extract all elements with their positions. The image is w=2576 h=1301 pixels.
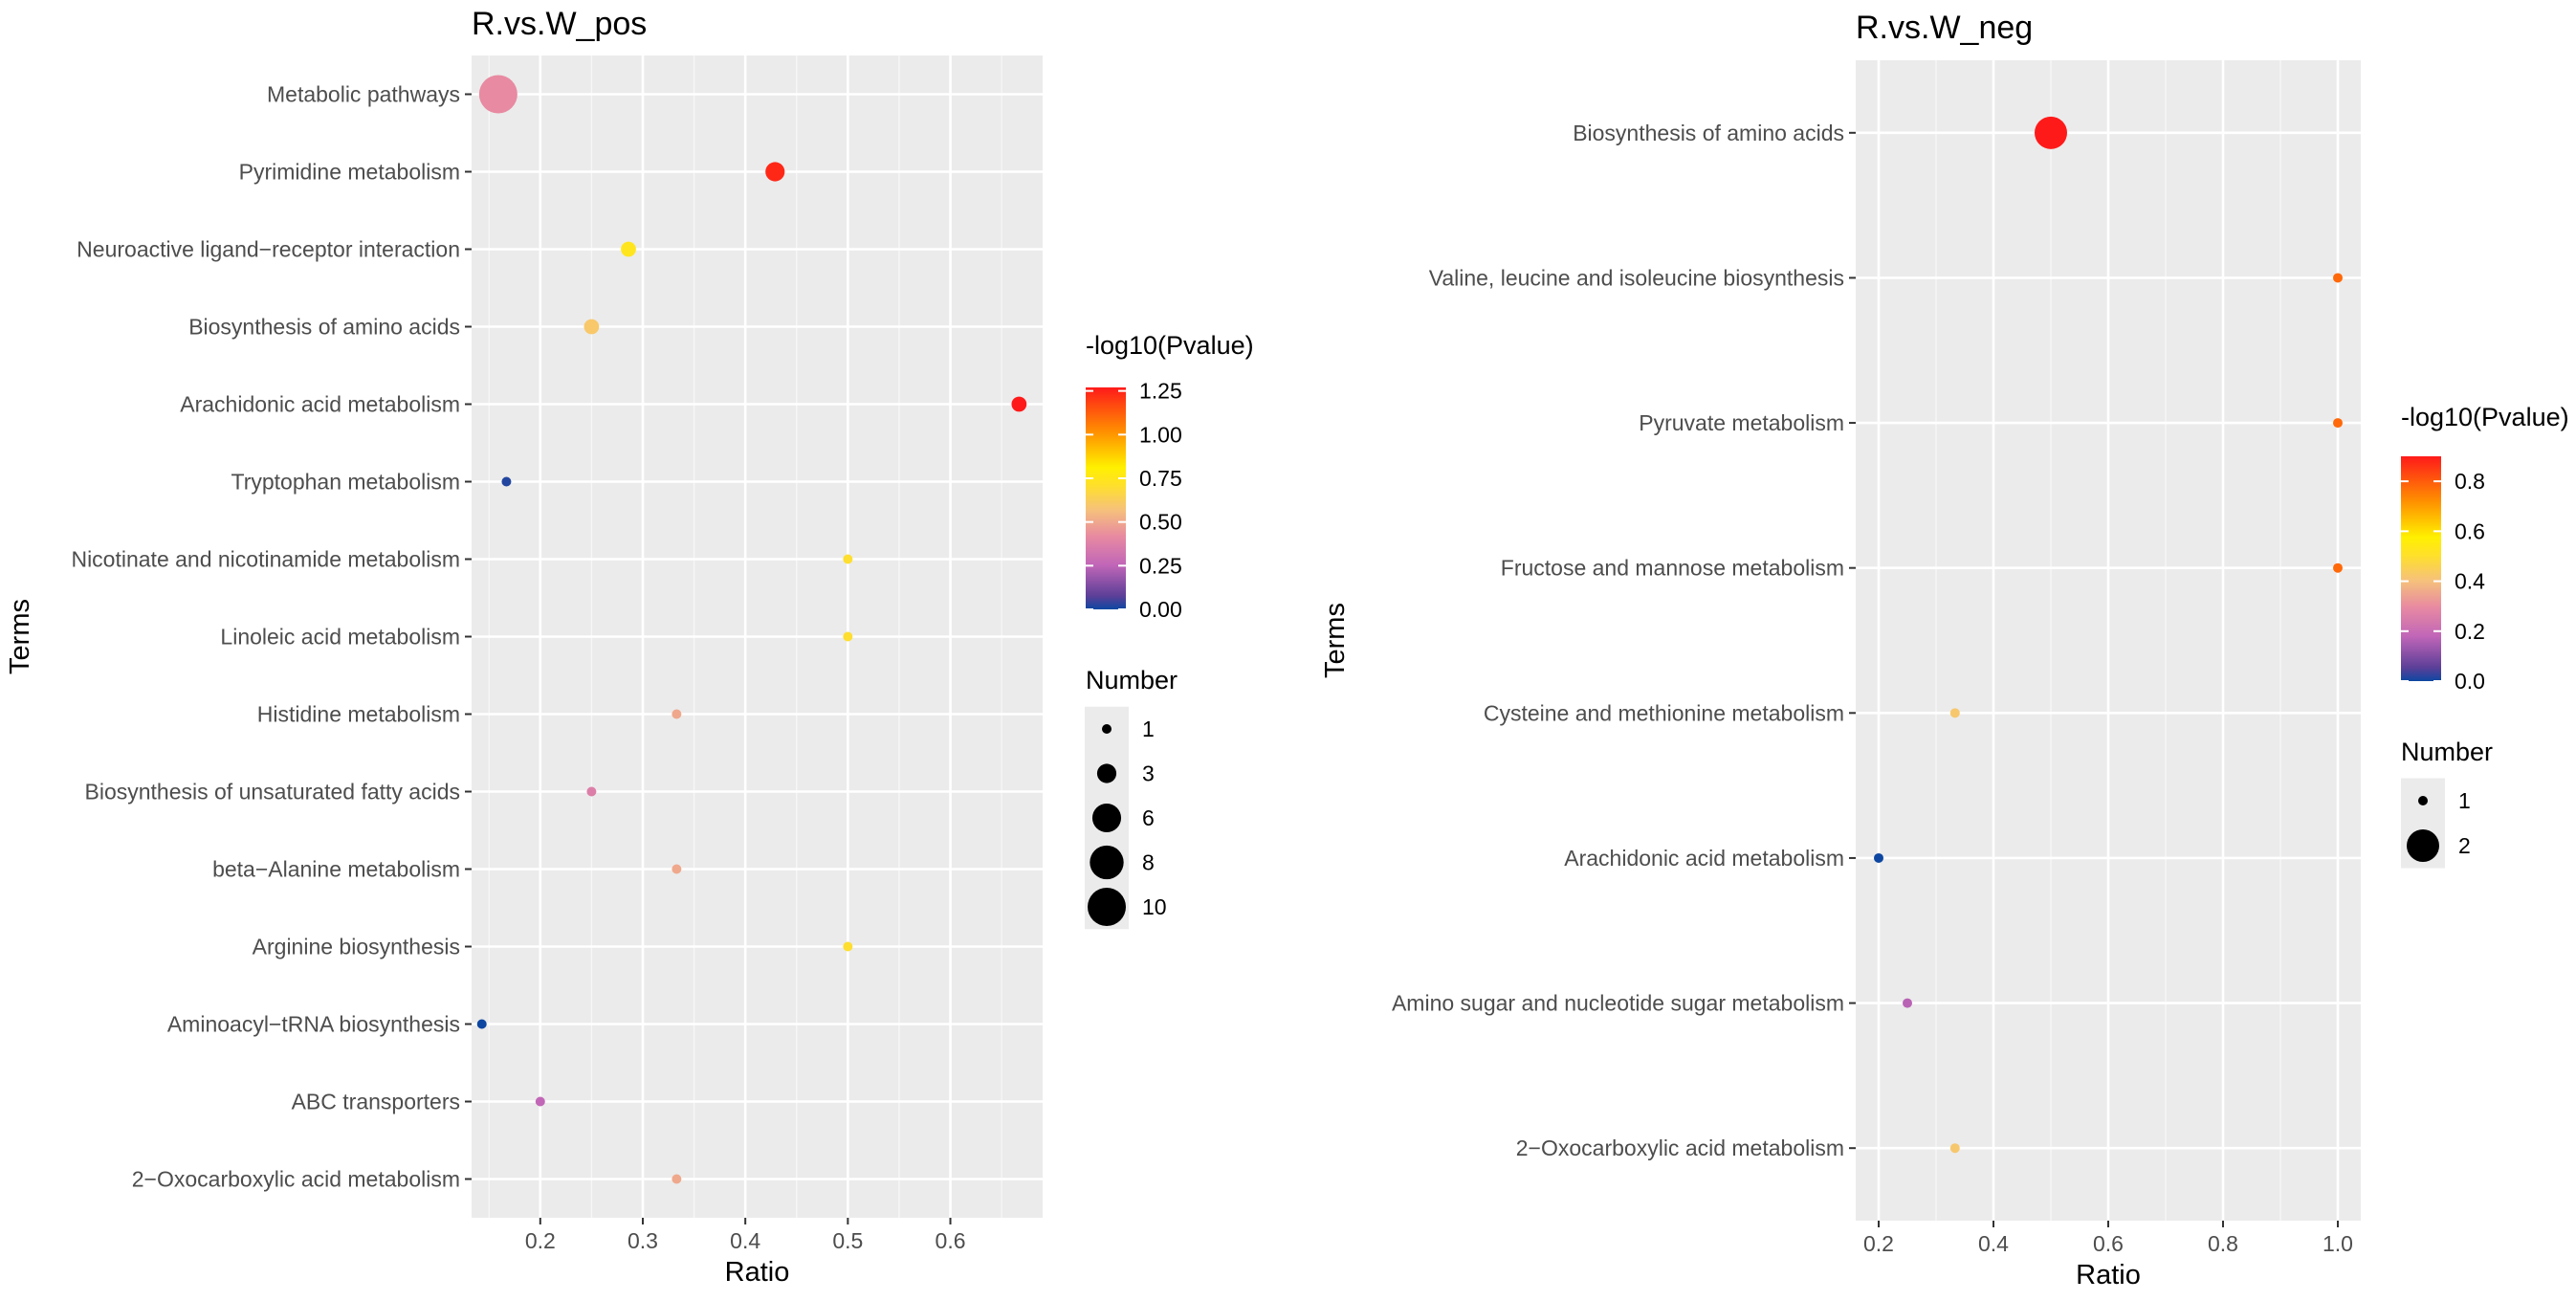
y-tick-label: Nicotinate and nicotinamide metabolism: [71, 547, 460, 572]
chart-title: R.vs.W_pos: [472, 6, 647, 42]
colorbar-label: 0.25: [1139, 553, 1182, 578]
size-legend-dot: [2418, 796, 2428, 805]
y-tick-label: Valine, leucine and isoleucine biosynthe…: [1429, 265, 1844, 290]
colorbar-label: 0.2: [2455, 619, 2485, 644]
data-point: [2333, 562, 2343, 573]
size-legend-dot: [2407, 829, 2439, 862]
data-point: [586, 786, 597, 797]
y-tick-label: 2−Oxocarboxylic acid metabolism: [132, 1167, 460, 1192]
x-tick-label: 0.2: [1863, 1231, 1894, 1256]
y-tick-label: Tryptophan metabolism: [231, 470, 460, 495]
size-legend-title: Number: [2401, 738, 2493, 766]
data-point: [765, 162, 785, 182]
x-tick-label: 0.5: [832, 1228, 863, 1253]
y-tick-label: 2−Oxocarboxylic acid metabolism: [1516, 1136, 1844, 1160]
x-tick-label: 0.3: [627, 1228, 658, 1253]
x-tick-label: 0.4: [1978, 1231, 2009, 1256]
x-tick-label: 0.8: [2208, 1231, 2238, 1256]
data-point: [672, 709, 682, 719]
x-axis-title: Ratio: [725, 1257, 790, 1288]
data-point: [1949, 708, 1960, 718]
size-legend-label: 2: [2458, 833, 2471, 858]
chart-panel-neg: R.vs.W_neg 0.2 0.4 0.6 0.8 1.0 Biosynthesis of…: [1320, 10, 2569, 1290]
colorbar-label: 0.4: [2455, 569, 2485, 594]
y-tick-label: Aminoacyl−tRNA biosynthesis: [167, 1012, 460, 1037]
x-tick-label: 0.6: [2093, 1231, 2124, 1256]
size-legend-label: 6: [1142, 805, 1155, 830]
colorbar: [1086, 387, 1126, 609]
y-tick-label: Histidine metabolism: [257, 702, 460, 727]
y-tick-label: Cysteine and methionine metabolism: [1484, 700, 1844, 725]
size-legend-title: Number: [1086, 666, 1178, 695]
size-legend-dot: [1088, 888, 1126, 926]
data-point: [672, 864, 682, 874]
data-point: [843, 631, 853, 642]
y-tick-label: Fructose and mannose metabolism: [1501, 556, 1844, 581]
y-tick-label: beta−Alanine metabolism: [212, 857, 460, 882]
colorbar: [2401, 456, 2441, 681]
size-legend-dot: [1096, 763, 1117, 783]
data-point: [1949, 1143, 1960, 1154]
size-legend-label: 8: [1142, 850, 1155, 875]
colorbar-label: 1.00: [1139, 422, 1182, 447]
y-tick-label: Arachidonic acid metabolism: [180, 392, 460, 417]
y-tick-label: Arginine biosynthesis: [253, 935, 460, 959]
y-tick-label: ABC transporters: [292, 1090, 460, 1114]
data-point: [672, 1174, 682, 1184]
data-point: [1874, 852, 1883, 863]
size-legend-label: 1: [1142, 717, 1155, 741]
size-legend-dot: [1091, 803, 1122, 833]
x-tick-label: 0.2: [525, 1228, 556, 1253]
size-legend-dot: [1090, 845, 1124, 880]
data-point: [621, 241, 636, 257]
y-tick-label: Linoleic acid metabolism: [220, 625, 460, 650]
y-tick-label: Amino sugar and nucleotide sugar metabol…: [1392, 991, 1844, 1016]
size-legend-label: 3: [1142, 761, 1155, 786]
color-legend-title: -log10(Pvalue): [2401, 403, 2569, 431]
colorbar-label: 0.50: [1139, 510, 1182, 535]
y-axis-title: Terms: [5, 599, 35, 674]
x-tick-label: 0.6: [936, 1228, 966, 1253]
y-tick-label: Biosynthesis of amino acids: [188, 315, 460, 340]
y-tick-label: Pyruvate metabolism: [1639, 410, 1844, 435]
data-point: [1903, 998, 1912, 1008]
y-tick-label: Metabolic pathways: [267, 82, 460, 107]
size-legend-label: 1: [2458, 788, 2471, 813]
data-point: [583, 319, 600, 335]
size-legend-label: 10: [1142, 894, 1167, 919]
colorbar-label: 0.6: [2455, 518, 2485, 543]
chart-panel-pos: R.vs.W_pos 0.2 0.3 0.4 0.5 0.6 Metabolic pathw…: [5, 6, 1254, 1288]
color-legend-title: -log10(Pvalue): [1086, 331, 1254, 360]
y-tick-label: Neuroactive ligand−receptor interaction: [77, 237, 460, 262]
y-tick-label: Biosynthesis of unsaturated fatty acids: [85, 780, 461, 805]
data-point: [476, 1019, 487, 1029]
y-tick-label: Pyrimidine metabolism: [239, 160, 460, 185]
colorbar-label: 0.0: [2455, 669, 2485, 694]
colorbar-label: 0.8: [2455, 469, 2485, 494]
data-point: [843, 941, 853, 952]
data-point: [501, 476, 512, 487]
colorbar-label: 0.75: [1139, 466, 1182, 491]
data-point: [535, 1096, 545, 1107]
chart-title: R.vs.W_neg: [1856, 10, 2033, 46]
data-point: [2333, 418, 2343, 429]
x-tick-label: 0.4: [730, 1228, 760, 1253]
data-point: [2035, 116, 2067, 149]
data-point: [843, 554, 853, 564]
x-tick-label: 1.0: [2323, 1231, 2353, 1256]
y-tick-label: Biosynthesis of amino acids: [1573, 121, 1844, 145]
y-axis-title: Terms: [1320, 603, 1351, 678]
data-point: [2333, 273, 2343, 283]
colorbar-label: 1.25: [1139, 379, 1182, 404]
y-tick-label: Arachidonic acid metabolism: [1564, 846, 1844, 871]
x-axis-title: Ratio: [2076, 1260, 2141, 1290]
data-point: [478, 75, 517, 114]
data-point: [1011, 396, 1027, 412]
size-legend-dot: [1102, 724, 1112, 734]
colorbar-label: 0.00: [1139, 597, 1182, 622]
